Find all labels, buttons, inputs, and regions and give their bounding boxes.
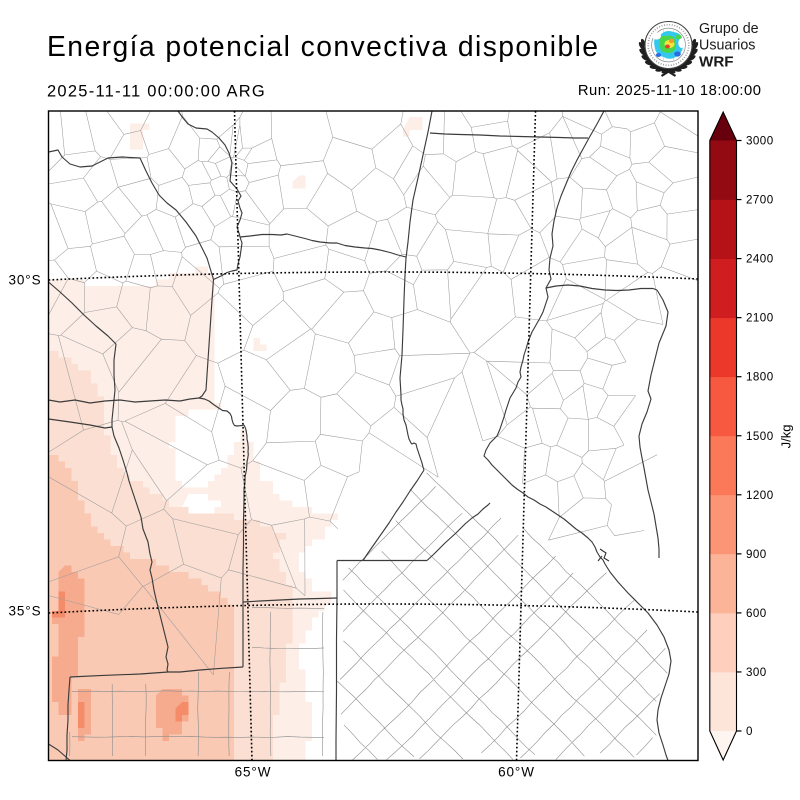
svg-text:J/kg: J/kg <box>779 425 794 449</box>
svg-text:Energía potencial convectiva d: Energía potencial convectiva disponible <box>47 30 599 62</box>
svg-text:Usuarios: Usuarios <box>699 38 755 54</box>
svg-text:3000: 3000 <box>746 135 774 148</box>
svg-text:Run: 2025-11-10 18:00:00: Run: 2025-11-10 18:00:00 <box>578 83 762 99</box>
svg-text:1200: 1200 <box>746 489 774 502</box>
svg-text:2025-11-11 00:00:00 ARG: 2025-11-11 00:00:00 ARG <box>47 83 266 101</box>
svg-text:30°S: 30°S <box>8 273 41 288</box>
svg-text:1500: 1500 <box>746 430 774 443</box>
svg-text:0: 0 <box>746 725 753 738</box>
svg-text:2700: 2700 <box>746 194 774 207</box>
svg-text:300: 300 <box>746 666 767 679</box>
svg-text:65°W: 65°W <box>235 765 272 780</box>
svg-text:Grupo de: Grupo de <box>699 21 759 37</box>
svg-text:900: 900 <box>746 548 767 561</box>
svg-text:60°W: 60°W <box>498 765 535 780</box>
svg-text:2400: 2400 <box>746 253 774 266</box>
svg-text:600: 600 <box>746 607 767 620</box>
svg-text:1800: 1800 <box>746 371 774 384</box>
svg-text:WRF: WRF <box>699 54 734 71</box>
svg-text:2100: 2100 <box>746 312 774 325</box>
svg-text:35°S: 35°S <box>8 604 41 619</box>
